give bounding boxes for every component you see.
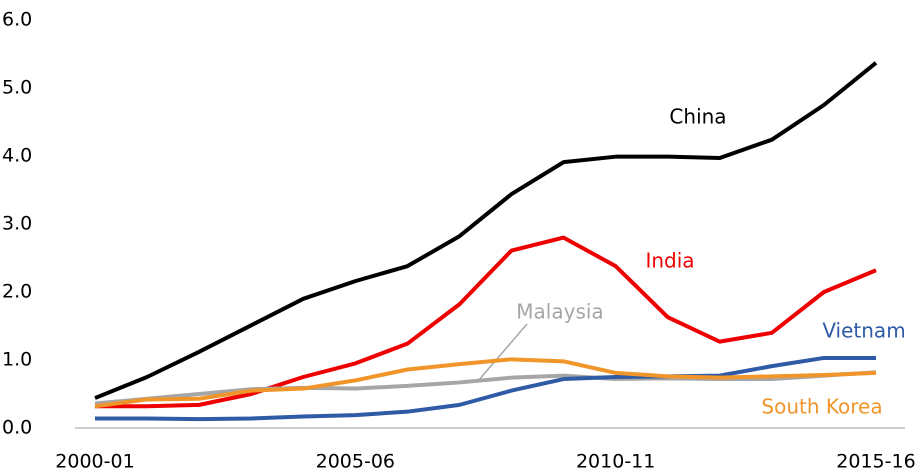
- y-tick-label: 3.0: [2, 213, 32, 235]
- series-label: South Korea: [761, 395, 882, 419]
- y-tick-label: 2.0: [2, 281, 32, 303]
- y-tick-label: 4.0: [2, 145, 32, 167]
- y-tick-label: 1.0: [2, 349, 32, 371]
- series-label: Malaysia: [516, 300, 603, 324]
- series-line: [95, 355, 876, 422]
- series-line: [94, 61, 878, 400]
- y-tick-label: 0.0: [2, 417, 32, 439]
- leader-line: [477, 323, 528, 382]
- series-label: Vietnam: [822, 319, 905, 343]
- x-tick-label: 2015-16: [836, 451, 915, 472]
- x-tick-label: 2000-01: [55, 451, 134, 472]
- series-line: [94, 357, 877, 409]
- y-tick-label: 6.0: [2, 9, 32, 31]
- x-tick-label: 2010-11: [576, 451, 655, 472]
- series-line: [95, 235, 877, 409]
- series-label: India: [645, 249, 694, 273]
- x-tick-label: 2005-06: [316, 451, 395, 472]
- series-line: [94, 370, 877, 406]
- y-tick-label: 5.0: [2, 77, 32, 99]
- series-label: China: [669, 105, 726, 129]
